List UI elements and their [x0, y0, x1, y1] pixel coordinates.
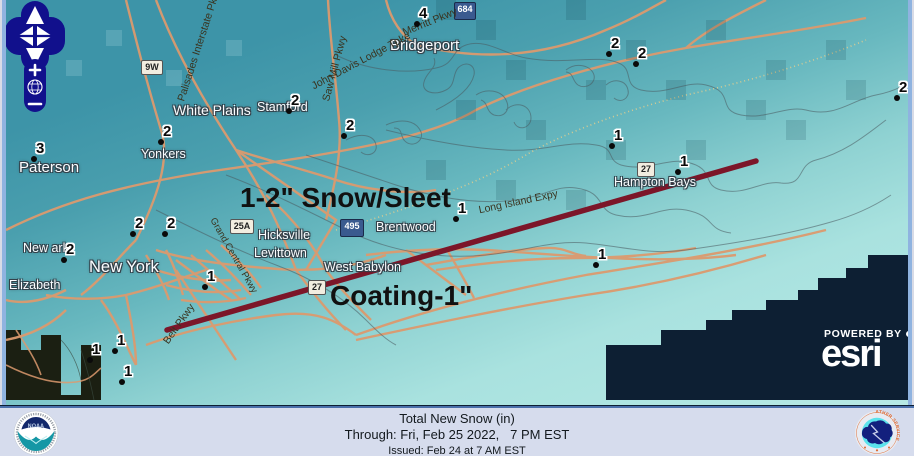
svg-text:NOAA: NOAA — [28, 424, 44, 430]
